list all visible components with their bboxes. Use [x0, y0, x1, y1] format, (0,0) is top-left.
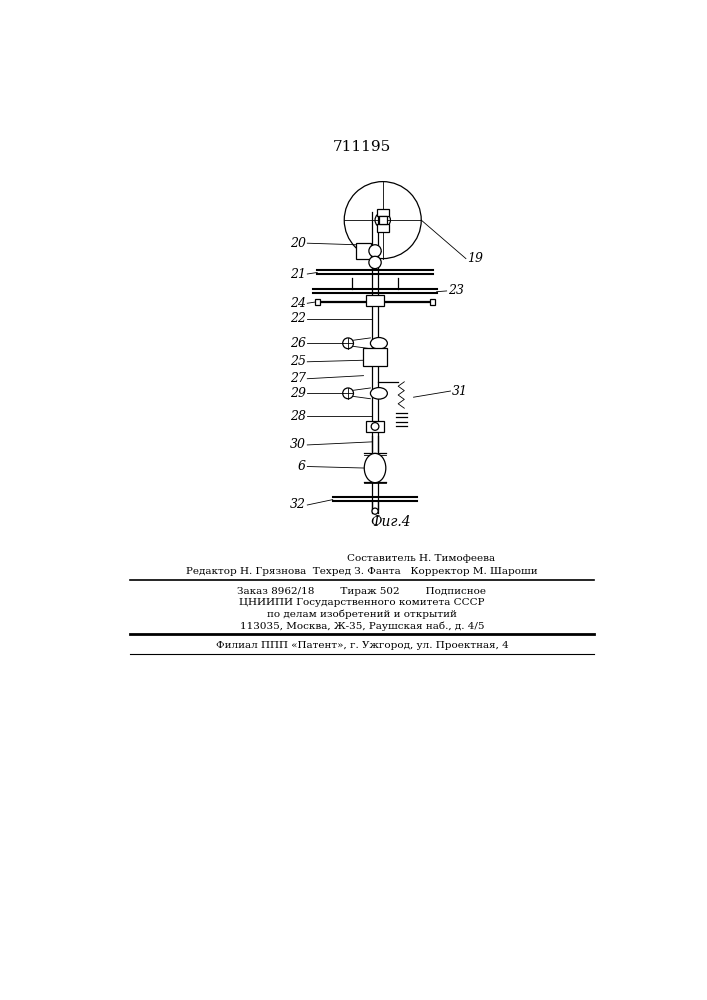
Bar: [366, 295, 385, 306]
Bar: [431, 299, 435, 305]
Bar: [379, 216, 387, 224]
Text: Филиал ППП «Патент», г. Ужгород, ул. Проектная, 4: Филиал ППП «Патент», г. Ужгород, ул. Про…: [216, 641, 508, 650]
Text: 20: 20: [290, 237, 305, 250]
Text: 29: 29: [290, 387, 305, 400]
Text: 711195: 711195: [333, 140, 391, 154]
Circle shape: [372, 508, 378, 514]
Ellipse shape: [364, 453, 386, 483]
Text: 30: 30: [290, 438, 305, 451]
Text: 23: 23: [448, 284, 464, 297]
Text: 6: 6: [298, 460, 305, 473]
Circle shape: [371, 423, 379, 430]
Text: 28: 28: [290, 410, 305, 423]
Text: Заказ 8962/18        Тираж 502        Подписное: Заказ 8962/18 Тираж 502 Подписное: [238, 587, 486, 596]
Bar: [377, 224, 389, 232]
Text: 26: 26: [290, 337, 305, 350]
Ellipse shape: [370, 338, 387, 349]
Bar: [356, 243, 371, 259]
Text: 25: 25: [290, 355, 305, 368]
Bar: [363, 348, 387, 366]
Text: 22: 22: [290, 312, 305, 325]
Ellipse shape: [370, 388, 387, 399]
Text: 21: 21: [290, 267, 305, 280]
Bar: [315, 299, 320, 305]
Text: 32: 32: [290, 498, 305, 512]
Text: 19: 19: [467, 252, 484, 265]
Circle shape: [369, 245, 381, 257]
Text: Фиг.4: Фиг.4: [370, 515, 411, 529]
Bar: [377, 209, 389, 216]
Text: Составитель Н. Тимофеева: Составитель Н. Тимофеева: [347, 554, 496, 563]
Bar: [366, 421, 385, 432]
Text: ЦНИИПИ Государственного комитета СССР: ЦНИИПИ Государственного комитета СССР: [239, 598, 485, 607]
Text: 24: 24: [290, 297, 305, 310]
Text: по делам изобретений и открытий: по делам изобретений и открытий: [267, 610, 457, 619]
Text: Редактор Н. Грязнова  Техред З. Фанта   Корректор М. Шароши: Редактор Н. Грязнова Техред З. Фанта Кор…: [186, 567, 538, 576]
Text: 31: 31: [452, 385, 468, 398]
Circle shape: [369, 256, 381, 269]
Text: 113035, Москва, Ж-35, Раушская наб., д. 4/5: 113035, Москва, Ж-35, Раушская наб., д. …: [240, 621, 484, 631]
Text: 27: 27: [290, 372, 305, 385]
